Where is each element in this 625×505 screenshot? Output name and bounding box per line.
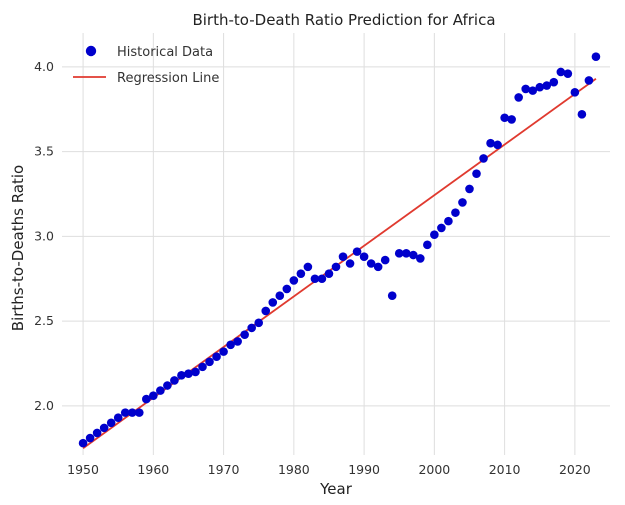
historical-data-point [134, 408, 144, 417]
historical-data-point [493, 140, 502, 150]
historical-data-point [373, 262, 383, 272]
historical-data-point [387, 291, 397, 300]
historical-data-point [542, 81, 552, 90]
historical-data-point [219, 347, 228, 356]
historical-data-point [120, 408, 130, 417]
historical-data-point [170, 376, 179, 385]
historical-data-point [282, 284, 292, 294]
historical-data-point [296, 269, 306, 278]
historical-data-point [500, 113, 509, 123]
historical-data-point [184, 369, 193, 378]
historical-data-point [408, 250, 418, 260]
legend-label-historical-data: Historical Data [117, 45, 213, 60]
historical-data-point [317, 274, 327, 284]
historical-data-point [310, 274, 320, 284]
x-tick-label: 1960 [137, 462, 169, 477]
historical-data-point [212, 352, 221, 362]
historical-data-point [338, 252, 348, 262]
historical-data-point [85, 433, 95, 443]
historical-data-point [570, 88, 580, 97]
historical-data-point [303, 262, 313, 272]
historical-data-point [507, 115, 516, 124]
historical-data-point [556, 67, 566, 77]
historical-data-point [528, 86, 538, 95]
historical-data-point [78, 438, 88, 448]
legend: Historical Data Regression Line [73, 45, 219, 86]
y-axis-label: Births-to-Deaths Ratio [9, 165, 27, 331]
y-tick-label: 4.0 [34, 59, 54, 74]
historical-data-point [163, 381, 172, 390]
historical-data-point [142, 394, 151, 404]
historical-data-point [486, 138, 495, 148]
historical-data-point [198, 362, 207, 372]
historical-data-point [430, 230, 439, 239]
historical-data-point [177, 371, 186, 380]
historical-data-point [472, 169, 481, 178]
y-tick-label: 3.0 [34, 228, 54, 243]
x-tick-label: 2020 [559, 462, 591, 477]
historical-data-point [289, 276, 299, 285]
x-tick-label: 2000 [418, 462, 450, 477]
historical-data-point [359, 252, 369, 262]
x-tick-label: 1970 [208, 462, 240, 477]
historical-data-point [437, 223, 446, 233]
historical-data-point [416, 254, 425, 263]
historical-data-point [394, 249, 404, 258]
historical-data-point [451, 208, 460, 217]
historical-data-point [247, 323, 256, 333]
historical-data-point [401, 249, 411, 258]
x-tick-label: 1990 [348, 462, 380, 477]
x-tick-label: 1950 [67, 462, 99, 477]
chart-title: Birth-to-Death Ratio Prediction for Afri… [192, 11, 495, 29]
historical-data-point [577, 110, 587, 119]
y-tick-label: 2.0 [34, 398, 54, 413]
historical-data-point [380, 255, 390, 265]
historical-data-point [233, 337, 242, 346]
historical-data-point [268, 298, 278, 307]
historical-data-point [549, 77, 559, 87]
historical-data-point [331, 262, 341, 272]
historical-data-point [240, 330, 249, 339]
historical-data-point [99, 423, 109, 433]
historical-data-point [127, 408, 137, 417]
legend-label-regression-line: Regression Line [117, 71, 219, 86]
historical-data-point [191, 367, 200, 377]
historical-data-point [149, 391, 158, 400]
y-tick-label: 3.5 [34, 144, 54, 159]
historical-data-point [156, 386, 165, 395]
historical-data-point [423, 240, 432, 250]
historical-data-point [106, 418, 116, 428]
historical-data-point [535, 82, 545, 92]
x-tick-label: 2010 [489, 462, 521, 477]
historical-data-point [563, 69, 573, 78]
historical-data-point [92, 428, 102, 438]
historical-data-point [366, 259, 376, 268]
historical-data-point [113, 413, 123, 423]
x-tick-label: 1980 [278, 462, 310, 477]
historical-data-point [584, 76, 594, 85]
y-tick-label: 2.5 [34, 313, 54, 328]
historical-data-point [352, 247, 362, 256]
historical-data-point [275, 291, 285, 300]
historical-data-point [444, 216, 453, 226]
historical-data-point [254, 318, 264, 328]
plot-area: 1950 1960 1970 1980 1990 2000 2010 2020 2.0 2.5 3.… [34, 33, 610, 477]
historical-data-point [458, 198, 467, 207]
historical-data-point [226, 340, 235, 350]
historical-data-point [205, 357, 214, 367]
historical-data-point [521, 84, 530, 94]
historical-data-point [324, 269, 334, 278]
historical-data-point [465, 184, 474, 194]
historical-data-point [479, 154, 488, 163]
historical-data-point [514, 93, 523, 102]
legend-marker-historical-data [85, 45, 97, 57]
x-axis-label: Year [319, 480, 353, 498]
historical-data-point [591, 52, 601, 62]
historical-data-point [345, 259, 355, 268]
historical-data-point [261, 306, 271, 316]
